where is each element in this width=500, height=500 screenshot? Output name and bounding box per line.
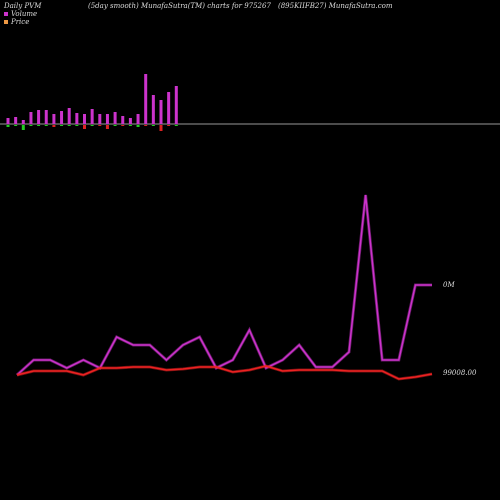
volume-bar bbox=[90, 109, 94, 124]
volume-bar bbox=[29, 112, 33, 124]
volume-bar bbox=[113, 112, 117, 124]
volume-bar bbox=[6, 118, 10, 124]
volume-bar-below bbox=[128, 125, 132, 126]
series-line bbox=[16, 365, 433, 380]
volume-bar bbox=[21, 120, 25, 124]
legend-swatch bbox=[4, 12, 8, 16]
volume-bar-below bbox=[29, 125, 33, 126]
volume-bar bbox=[44, 110, 48, 124]
volume-bar-below bbox=[90, 125, 94, 126]
volume-bar-below bbox=[44, 125, 48, 126]
volume-bar bbox=[75, 113, 79, 124]
volume-bar bbox=[83, 114, 86, 124]
volume-bar-below bbox=[121, 125, 125, 126]
volume-bar-below bbox=[144, 125, 148, 126]
legend-swatch bbox=[4, 20, 8, 24]
volume-bar bbox=[60, 111, 64, 124]
volume-bar bbox=[37, 110, 41, 124]
volume-bar bbox=[136, 114, 140, 124]
volume-bar bbox=[98, 114, 102, 124]
volume-bar-below bbox=[151, 125, 155, 126]
chart-source: (895KIIFB27) MunafaSutra.com bbox=[278, 2, 393, 10]
volume-bar-below bbox=[14, 125, 18, 126]
volume-bar-below bbox=[98, 125, 102, 126]
volume-bar-below bbox=[6, 125, 10, 127]
volume-bar-below bbox=[37, 125, 41, 126]
volume-bar bbox=[14, 117, 18, 124]
volume-bar bbox=[128, 118, 132, 124]
volume-bar-below bbox=[113, 125, 117, 126]
volume-bar bbox=[121, 116, 125, 124]
chart-subtitle: (5day smooth) MunafaSutra(TM) charts for… bbox=[88, 2, 271, 10]
volume-bar-below bbox=[83, 125, 86, 129]
volume-bar-below bbox=[21, 125, 25, 130]
legend-label: Volume bbox=[11, 10, 37, 18]
volume-bar-below bbox=[75, 125, 79, 126]
volume-bar bbox=[159, 100, 163, 124]
volume-bar bbox=[52, 114, 56, 124]
volume-bar bbox=[144, 74, 148, 124]
volume-bar bbox=[167, 92, 171, 124]
volume-bar bbox=[105, 114, 109, 124]
volume-bar-below bbox=[67, 125, 71, 126]
price-label: 99008.00 bbox=[443, 369, 477, 377]
volume-bar-below bbox=[159, 125, 163, 131]
volume-label: 0M bbox=[443, 281, 455, 289]
series-line-glow bbox=[15, 194, 432, 377]
volume-bar-below bbox=[105, 125, 109, 129]
series-line-glow bbox=[16, 364, 433, 381]
volume-bar bbox=[174, 86, 178, 124]
volume-bar-below bbox=[52, 125, 56, 127]
volume-bar-below bbox=[136, 125, 140, 127]
series-line bbox=[16, 194, 432, 376]
legend-label: Price bbox=[10, 18, 29, 26]
volume-bar bbox=[67, 108, 71, 124]
volume-bar bbox=[151, 95, 155, 124]
volume-bar-below bbox=[60, 125, 64, 126]
volume-bar-below bbox=[167, 125, 171, 126]
volume-bar-below bbox=[174, 125, 178, 126]
chart-title: Daily PVM bbox=[3, 2, 42, 10]
